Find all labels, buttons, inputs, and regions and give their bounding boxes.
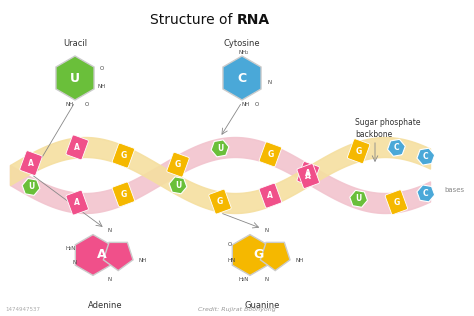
FancyBboxPatch shape [259, 183, 282, 208]
Text: Uracil: Uracil [63, 39, 87, 48]
Text: C: C [423, 189, 428, 198]
Text: C: C [423, 152, 428, 161]
Text: 1474947537: 1474947537 [5, 307, 40, 312]
Text: G: G [120, 151, 127, 160]
Text: HN: HN [228, 258, 236, 264]
Text: U: U [28, 182, 34, 191]
Polygon shape [417, 185, 435, 202]
Polygon shape [103, 242, 133, 270]
Text: O: O [228, 242, 232, 247]
Text: NH₂: NH₂ [239, 50, 249, 54]
FancyBboxPatch shape [66, 135, 89, 160]
Text: NH: NH [296, 258, 304, 263]
FancyBboxPatch shape [20, 151, 42, 175]
Polygon shape [56, 56, 94, 100]
Text: U: U [70, 71, 80, 84]
Text: Guanine: Guanine [244, 301, 280, 310]
Text: O: O [255, 101, 259, 106]
Polygon shape [223, 56, 261, 100]
Text: A: A [305, 169, 311, 179]
Text: G: G [267, 150, 273, 159]
Text: N: N [265, 277, 269, 282]
Text: U: U [217, 144, 223, 153]
Text: NH: NH [98, 83, 106, 88]
Text: A: A [74, 198, 80, 207]
Text: C: C [237, 71, 246, 84]
Text: G: G [393, 198, 400, 207]
Text: A: A [97, 248, 106, 262]
FancyBboxPatch shape [347, 139, 370, 164]
FancyBboxPatch shape [385, 190, 408, 215]
Text: N: N [73, 260, 77, 265]
FancyBboxPatch shape [112, 143, 135, 168]
Text: G: G [120, 190, 127, 199]
Text: A: A [305, 172, 311, 180]
Text: A: A [28, 159, 34, 167]
Polygon shape [75, 234, 110, 276]
Text: N: N [268, 80, 272, 84]
Text: G: G [175, 160, 181, 169]
FancyBboxPatch shape [112, 182, 135, 207]
Text: Credit: Rujirat Boonyong: Credit: Rujirat Boonyong [198, 307, 276, 312]
Polygon shape [350, 190, 367, 207]
Text: H₂N: H₂N [66, 246, 76, 252]
Text: O: O [85, 101, 89, 106]
Polygon shape [417, 148, 435, 165]
Text: NH: NH [139, 258, 147, 263]
Text: U: U [175, 181, 181, 190]
Text: G: G [253, 248, 264, 262]
Text: N: N [265, 228, 269, 233]
Text: N: N [108, 228, 112, 233]
Text: Cytosine: Cytosine [224, 39, 260, 48]
Text: NH: NH [242, 101, 250, 106]
Text: G: G [356, 147, 362, 156]
Text: Sugar phosphate
backbone: Sugar phosphate backbone [355, 118, 420, 139]
FancyBboxPatch shape [167, 152, 189, 177]
Text: Structure of: Structure of [150, 13, 237, 27]
Polygon shape [260, 242, 290, 270]
Text: N: N [108, 277, 112, 282]
Text: NH: NH [66, 101, 74, 106]
FancyBboxPatch shape [297, 164, 319, 188]
FancyBboxPatch shape [66, 190, 89, 215]
Text: H₂N: H₂N [239, 277, 249, 282]
Text: A: A [74, 143, 80, 152]
Text: A: A [267, 191, 273, 200]
FancyBboxPatch shape [209, 189, 231, 214]
Text: O: O [100, 65, 104, 70]
Polygon shape [211, 140, 229, 157]
FancyBboxPatch shape [259, 142, 282, 167]
Text: U: U [356, 194, 362, 203]
Text: G: G [217, 197, 223, 206]
Text: bases: bases [444, 187, 464, 193]
Text: Adenine: Adenine [88, 301, 122, 310]
FancyBboxPatch shape [297, 161, 319, 186]
Text: C: C [393, 143, 399, 152]
Polygon shape [22, 179, 40, 195]
Polygon shape [169, 177, 187, 194]
Text: RNA: RNA [237, 13, 270, 27]
Polygon shape [388, 139, 405, 156]
Polygon shape [232, 234, 268, 276]
